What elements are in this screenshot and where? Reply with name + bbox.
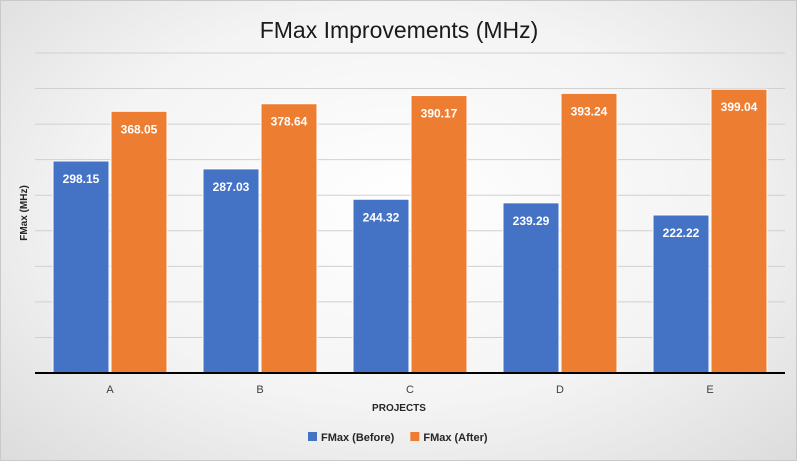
x-tick-label: E [706, 384, 713, 396]
data-label: 298.15 [63, 172, 100, 186]
x-tick-label: D [556, 384, 564, 396]
legend-label: FMax (After) [423, 432, 488, 444]
x-axis-ticks: A B C D E [106, 384, 713, 396]
bar-before-b [202, 168, 260, 374]
bar-before-c [352, 198, 410, 374]
bar-after-b [260, 103, 318, 374]
data-label: 393.24 [571, 104, 608, 118]
legend-swatch [308, 432, 317, 441]
x-tick-label: B [256, 384, 263, 396]
bar-after-a [110, 110, 168, 374]
legend: FMax (Before) FMax (After) [308, 432, 488, 444]
data-labels: 298.15 368.05 287.03 378.64 244.32 390.17 239.… [63, 100, 758, 240]
data-label: 239.29 [513, 214, 550, 228]
bars [52, 88, 768, 374]
chart-title: FMax Improvements (MHz) [260, 17, 539, 43]
legend-swatch [410, 432, 420, 441]
data-label: 390.17 [421, 107, 458, 121]
data-label: 222.22 [663, 226, 700, 240]
x-tick-label: C [406, 384, 414, 396]
data-label: 368.05 [121, 122, 158, 136]
x-axis-title: PROJECTS [372, 403, 426, 414]
x-tick-label: A [106, 384, 114, 396]
data-label: 244.32 [363, 210, 400, 224]
bar-after-e [710, 88, 768, 374]
data-label: 399.04 [721, 100, 758, 114]
bar-before-a [52, 160, 110, 374]
data-label: 378.64 [271, 115, 308, 129]
legend-label: FMax (Before) [321, 432, 395, 444]
bar-after-c [410, 95, 468, 374]
y-axis-title: FMax (MHz) [19, 185, 30, 241]
bar-after-d [560, 92, 618, 374]
bar-before-e [652, 214, 710, 374]
bar-before-d [502, 202, 560, 374]
data-label: 287.03 [213, 180, 250, 194]
